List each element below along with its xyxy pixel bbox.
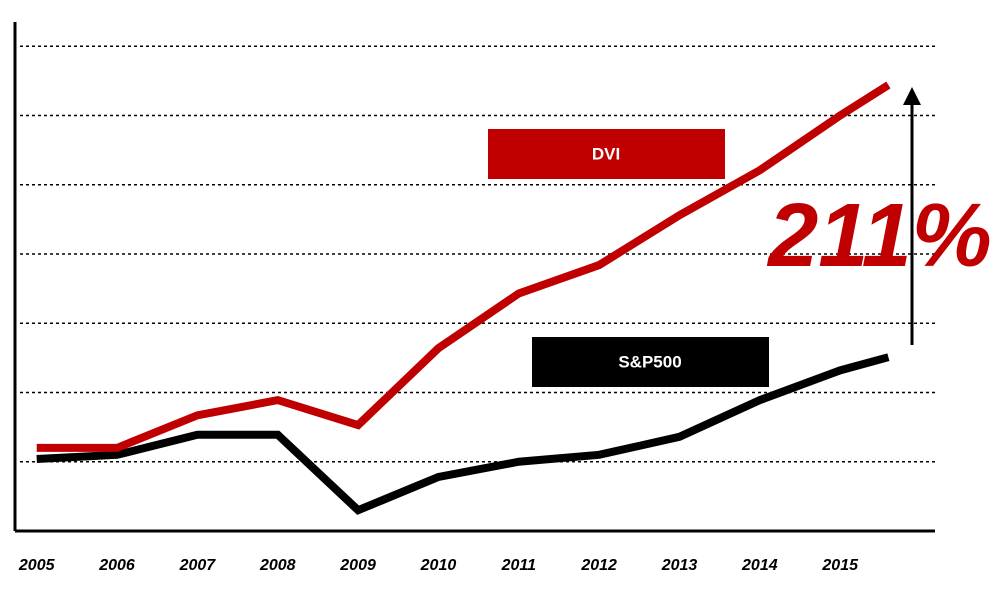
annotation: 211%	[766, 186, 992, 286]
legend-label: DVI	[592, 144, 620, 163]
x-tick-label: 2009	[339, 557, 376, 574]
legend-box	[488, 129, 725, 179]
x-tick-label: 2012	[580, 557, 617, 574]
x-tick-label: 2008	[259, 557, 296, 574]
x-tick-label: 2006	[98, 557, 135, 574]
series-line	[36, 353, 890, 515]
x-tick-label: 2005	[18, 557, 56, 574]
x-tick-label: 2015	[821, 557, 859, 574]
x-tick-label: 2013	[661, 557, 698, 574]
x-tick-label: 2010	[420, 557, 457, 574]
series-line	[36, 81, 891, 452]
x-tick-label: 2014	[741, 557, 778, 574]
x-tick-label: 2011	[501, 557, 537, 574]
legend-label: S&P500	[618, 352, 681, 371]
x-tick-label: 2007	[179, 557, 217, 574]
legend-box	[532, 337, 769, 387]
